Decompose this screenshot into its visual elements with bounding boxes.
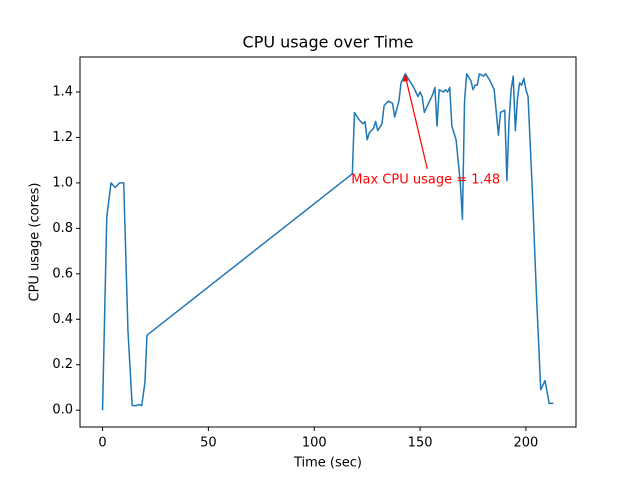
x-axis-label: Time (sec)	[293, 456, 362, 471]
y-tick-label: 1.2	[52, 130, 73, 145]
x-tick-label: 100	[302, 436, 327, 451]
y-tick-label: 0.4	[52, 312, 73, 327]
annotation-arrowhead	[402, 73, 409, 82]
y-axis-label: CPU usage (cores)	[28, 183, 43, 302]
x-tick-label: 0	[98, 436, 106, 451]
y-tick-label: 0.0	[52, 403, 73, 418]
y-tick-label: 0.6	[52, 266, 73, 281]
y-tick-label: 1.4	[52, 85, 73, 100]
chart-title: CPU usage over Time	[243, 33, 414, 52]
annotation-arrow	[404, 75, 428, 169]
y-tick-label: 0.8	[52, 221, 73, 236]
y-tick-label: 0.2	[52, 357, 73, 372]
x-tick-label: 200	[514, 436, 539, 451]
plot-frame	[79, 56, 577, 428]
series-line	[101, 73, 554, 411]
x-tick-label: 150	[408, 436, 433, 451]
x-tick-label: 50	[200, 436, 217, 451]
annotation: Max CPU usage = 1.48	[351, 172, 500, 187]
y-tick-label: 1.0	[52, 175, 73, 190]
